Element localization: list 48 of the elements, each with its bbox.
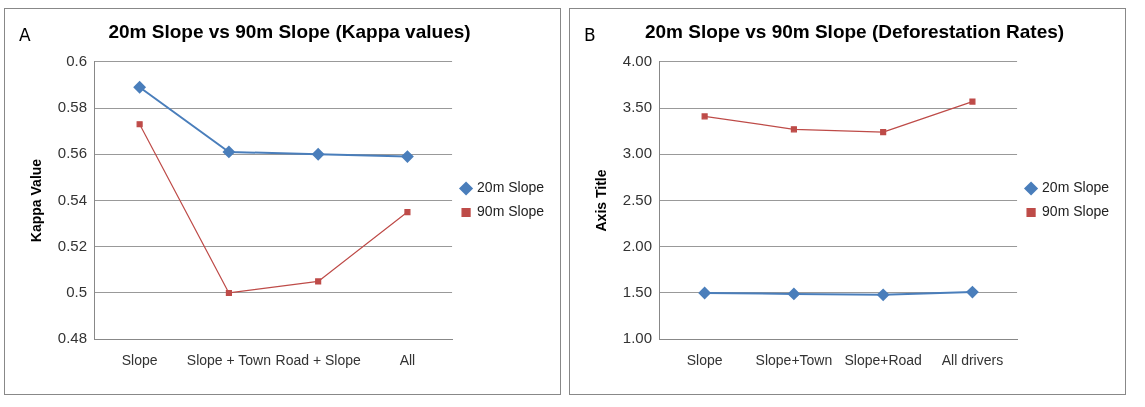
y-tick-label: 0.54 (57, 190, 87, 208)
y-tick-label: 0.6 (66, 51, 87, 69)
point (222, 145, 235, 158)
point (701, 113, 708, 120)
point (877, 288, 890, 301)
y-tick-label: 3.50 (622, 98, 652, 116)
x-tick-label: Slope+Road (844, 352, 922, 369)
point (966, 286, 979, 299)
y-tick-label: 2.50 (622, 190, 652, 208)
y-tick-label: 0.58 (57, 98, 87, 116)
text: A (19, 25, 31, 45)
point (698, 286, 711, 299)
x-tick-label: Road + Slope (275, 352, 361, 369)
point (969, 98, 976, 105)
x-tick-label: Slope + Town (186, 352, 271, 369)
legend-label: 90m Slope (1042, 203, 1110, 220)
point (401, 150, 414, 163)
x-tick-label: Slope (686, 352, 723, 369)
text: B (584, 25, 596, 45)
y-tick-label: 0.48 (57, 329, 87, 347)
point (225, 289, 232, 297)
y-tick-label: 1.00 (622, 329, 652, 347)
y-axis-title: Kappa Value (28, 158, 45, 243)
point (404, 208, 411, 216)
y-axis-title: Axis Title (593, 169, 610, 232)
chart-title: 20m Slope vs 90m Slope (Deforestation Rates) (644, 20, 1065, 42)
point (787, 287, 800, 300)
y-tick-label: 3.00 (622, 144, 652, 162)
y-tick-label: 4.00 (622, 51, 652, 69)
y-tick-label: 0.56 (57, 144, 87, 162)
point (880, 129, 887, 136)
point (312, 148, 325, 161)
y-tick-label: 0.52 (57, 236, 87, 254)
point (133, 81, 146, 94)
legend-label: 20m Slope (477, 179, 545, 196)
y-tick-label: 1.50 (622, 283, 652, 301)
legend-label: 20m Slope (1042, 179, 1110, 196)
chart-title: 20m Slope vs 90m Slope (Kappa values) (108, 20, 471, 42)
legend-label: 90m Slope (477, 203, 545, 220)
point (315, 278, 322, 285)
x-tick-label: Slope+Town (755, 352, 833, 369)
point (790, 126, 797, 133)
y-tick-label: 2.00 (622, 236, 652, 254)
x-tick-label: All (399, 352, 416, 369)
x-tick-label: Slope (121, 352, 158, 369)
y-tick-label: 0.5 (66, 283, 87, 301)
point (136, 121, 143, 128)
x-tick-label: All drivers (941, 352, 1004, 369)
